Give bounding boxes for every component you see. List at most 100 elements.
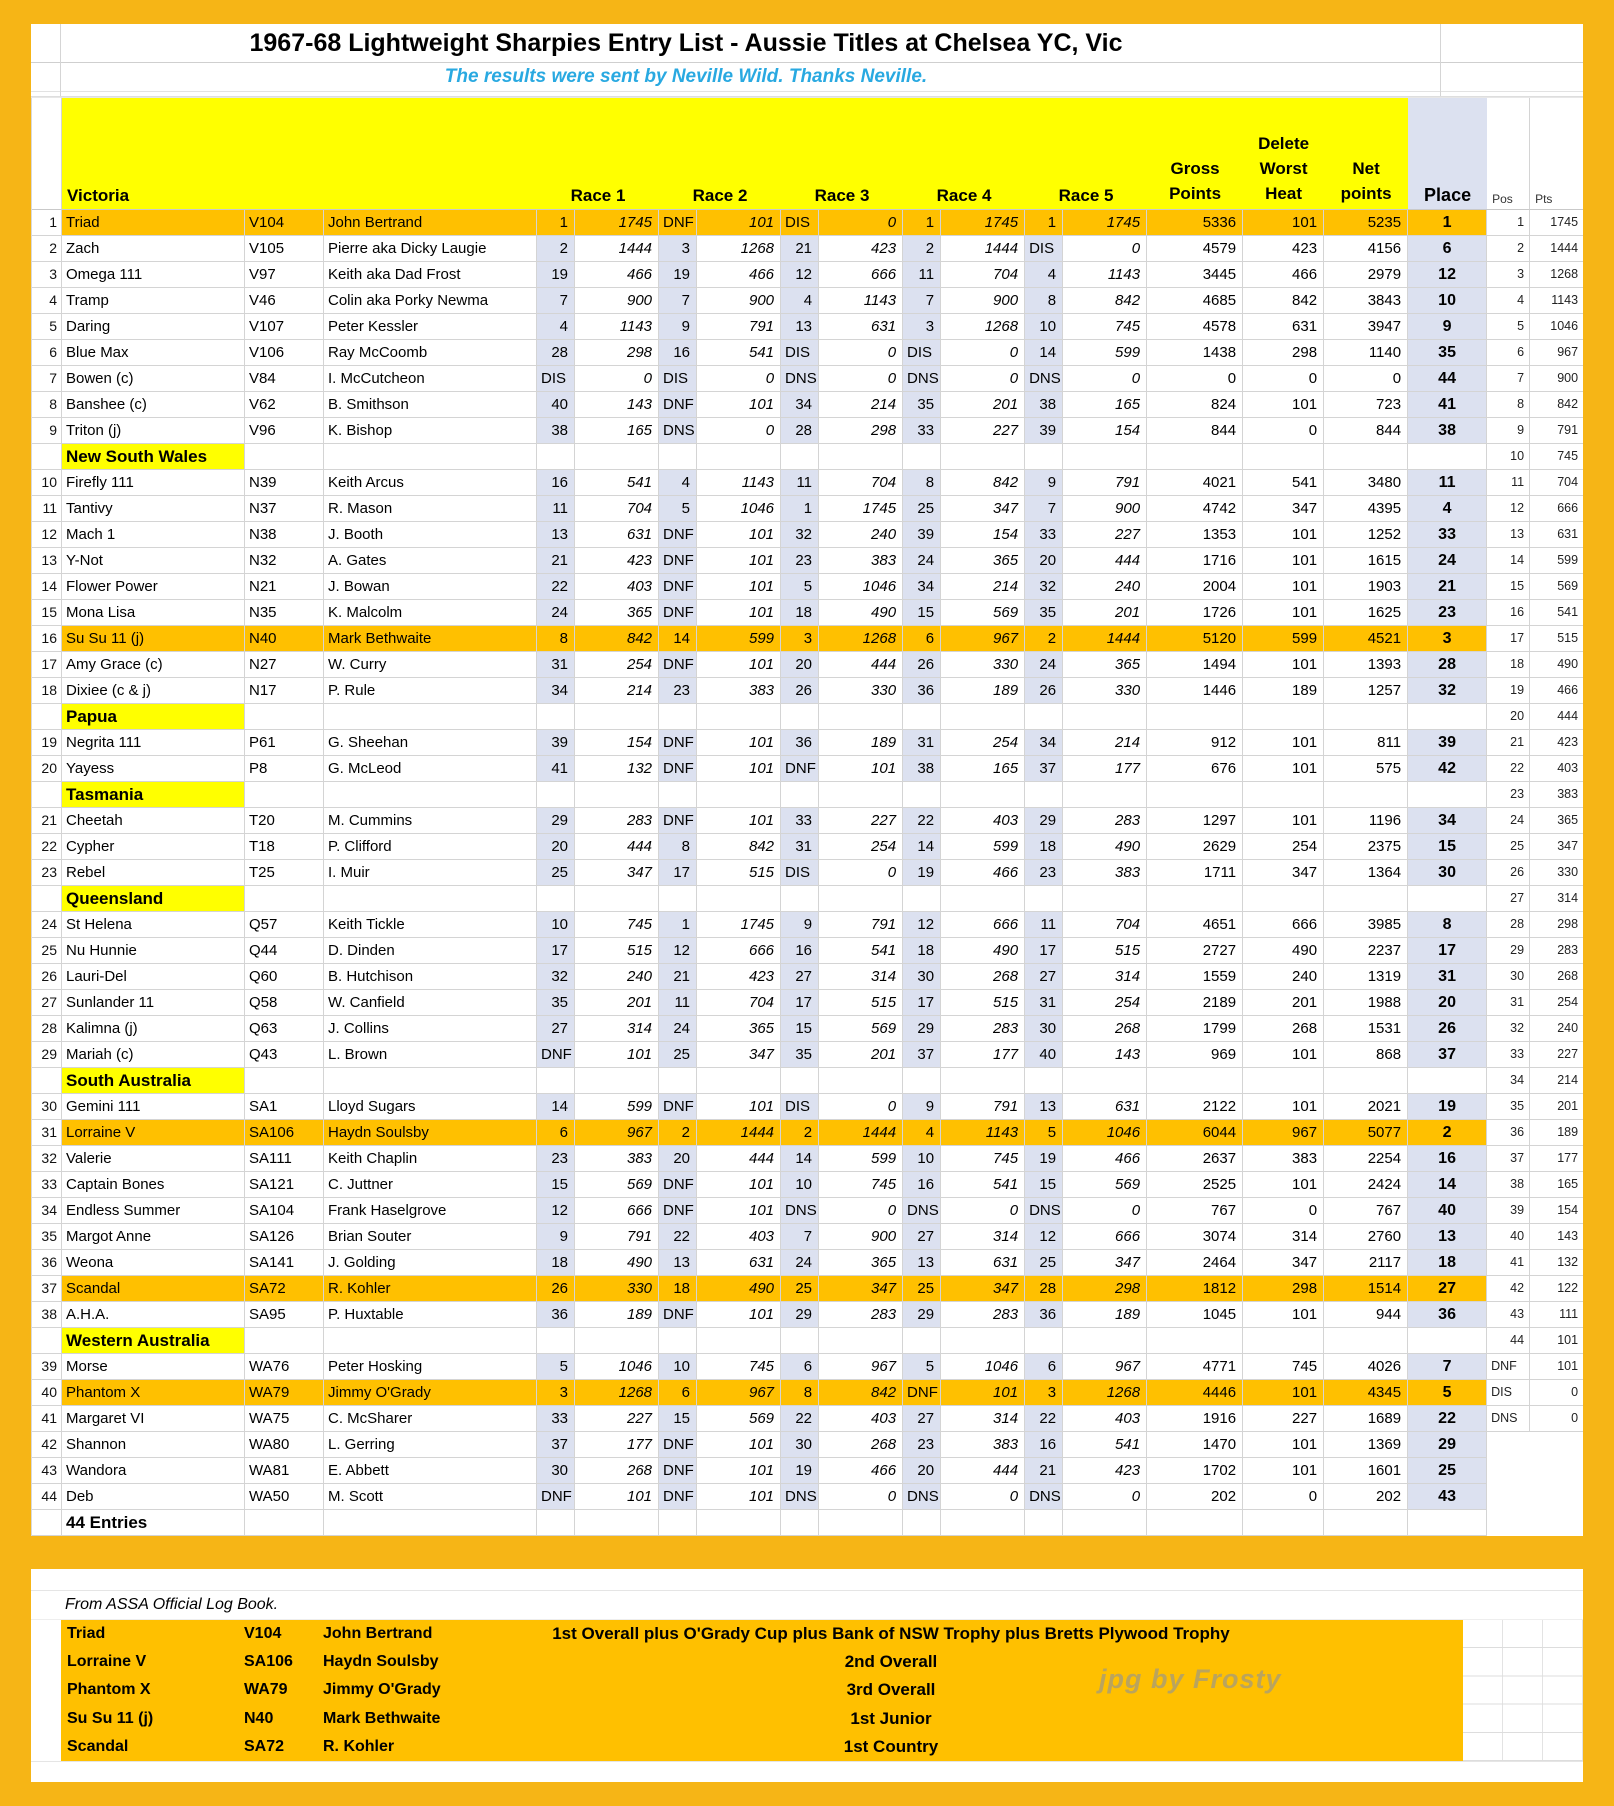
row-number-cell: 33	[32, 1172, 62, 1198]
pos-ref-cell: 31	[1487, 990, 1531, 1016]
race-place-cell: 8	[537, 626, 575, 652]
sail-number-cell	[245, 1068, 324, 1094]
race-points-cell: 791	[1063, 470, 1148, 496]
skipper-cell: M. Cummins	[324, 808, 537, 834]
header-pts: Pts	[1530, 97, 1583, 210]
gross-points-cell: 2727	[1147, 938, 1244, 964]
section-row: Tasmania 23 383	[32, 782, 1583, 808]
skipper-cell	[324, 444, 537, 470]
boat-row: 27 Sunlander 11 Q58 W. Canfield 35 201 11 704 17…	[32, 990, 1583, 1016]
pos-ref-cell: 3	[1487, 262, 1531, 288]
race-points-cell: 704	[1063, 912, 1148, 938]
race-place-cell	[1025, 1068, 1064, 1094]
row-number-cell	[32, 782, 62, 808]
race-points-cell: 214	[575, 678, 660, 704]
race-place-cell: DNF	[659, 548, 698, 574]
net-points-cell: 1196	[1324, 808, 1409, 834]
race-points-cell: 0	[819, 340, 904, 366]
race-points-cell: 143	[1063, 1042, 1148, 1068]
sail-number-cell	[245, 886, 324, 912]
race-points-cell: 403	[1063, 1406, 1148, 1432]
row-number-cell: 4	[32, 288, 62, 314]
worst-heat-cell: 240	[1243, 964, 1325, 990]
race-points-cell	[819, 1328, 904, 1354]
race-points-cell: 842	[819, 1380, 904, 1406]
gross-points-cell	[1147, 782, 1244, 808]
race-points-cell: 201	[575, 990, 660, 1016]
race-place-cell: 25	[659, 1042, 698, 1068]
grid-cells	[1463, 1620, 1583, 1761]
race-points-cell: 490	[941, 938, 1026, 964]
empty-cell	[1530, 1484, 1583, 1510]
row-number-cell: 29	[32, 1042, 62, 1068]
place-cell: 15	[1408, 834, 1488, 860]
race-place-cell	[537, 704, 575, 730]
pts-ref-cell: 314	[1530, 886, 1583, 912]
net-points-cell: 1514	[1324, 1276, 1409, 1302]
race-place-cell: DNS	[781, 366, 820, 392]
pts-ref-cell: 143	[1530, 1224, 1583, 1250]
race-points-cell	[697, 782, 782, 808]
race-place-cell: 2	[903, 236, 942, 262]
race-points-cell: 177	[575, 1432, 660, 1458]
skipper-cell	[324, 1328, 537, 1354]
race-place-cell: 34	[781, 392, 820, 418]
race-place-cell: 37	[1025, 756, 1064, 782]
pts-ref-cell: 599	[1530, 548, 1583, 574]
race-place-cell: 10	[1025, 314, 1064, 340]
pts-ref-cell: 298	[1530, 912, 1583, 938]
skipper-cell: Peter Kessler	[324, 314, 537, 340]
race-points-cell: 165	[575, 418, 660, 444]
place-cell	[1408, 444, 1488, 470]
net-points-cell: 1140	[1324, 340, 1409, 366]
race-place-cell: 25	[903, 496, 942, 522]
worst-heat-cell: 101	[1243, 548, 1325, 574]
race-points-cell: 0	[1063, 1484, 1148, 1510]
race-points-cell: 0	[575, 366, 660, 392]
boat-name-cell: Daring	[62, 314, 245, 340]
pos-ref-cell: 1	[1487, 210, 1531, 236]
net-points-cell: 2760	[1324, 1224, 1409, 1250]
header-spacer	[324, 97, 537, 210]
summary-boat-name: Scandal	[67, 1737, 129, 1755]
row-number-cell: 16	[32, 626, 62, 652]
race-points-cell: 842	[1063, 288, 1148, 314]
skipper-cell: Keith aka Dad Frost	[324, 262, 537, 288]
boat-row: 13 Y-Not N32 A. Gates 21 423 DNF 101 23 383 24 365 2…	[32, 548, 1583, 574]
row-number-cell: 12	[32, 522, 62, 548]
race-place-cell: 7	[781, 1224, 820, 1250]
pos-ref-cell: 9	[1487, 418, 1531, 444]
gross-points-cell: 1559	[1147, 964, 1244, 990]
race-points-cell: 314	[941, 1224, 1026, 1250]
row-number-cell	[32, 1328, 62, 1354]
header-pos: Pos	[1487, 97, 1531, 210]
net-points-cell: 1903	[1324, 574, 1409, 600]
race-points-cell	[575, 782, 660, 808]
skipper-cell: Keith Tickle	[324, 912, 537, 938]
row-number-cell: 8	[32, 392, 62, 418]
race-place-cell	[537, 1328, 575, 1354]
race-place-cell: 3	[659, 236, 698, 262]
race-points-cell: 240	[819, 522, 904, 548]
race-place-cell: 13	[537, 522, 575, 548]
section-row: New South Wales 10 745	[32, 444, 1583, 470]
race-place-cell: 4	[537, 314, 575, 340]
section-row: Queensland 27 314	[32, 886, 1583, 912]
sail-number-cell	[245, 1328, 324, 1354]
boat-row: 15 Mona Lisa N35 K. Malcolm 24 365 DNF 101 18 490…	[32, 600, 1583, 626]
summary-sail-number: N40	[244, 1709, 274, 1727]
pos-ref-cell: 42	[1487, 1276, 1531, 1302]
race-place-cell	[537, 782, 575, 808]
worst-heat-cell: 666	[1243, 912, 1325, 938]
race-points-cell: 745	[697, 1354, 782, 1380]
race-points-cell: 0	[819, 366, 904, 392]
race-points-cell: 515	[697, 860, 782, 886]
race-place-cell: 11	[659, 990, 698, 1016]
skipper-cell: I. Muir	[324, 860, 537, 886]
spacer-row	[31, 1761, 1583, 1782]
race-place-cell: 29	[1025, 808, 1064, 834]
race-points-cell: 0	[697, 418, 782, 444]
race-points-cell	[575, 1068, 660, 1094]
race-points-cell: 101	[575, 1484, 660, 1510]
race-place-cell: DNF	[659, 1484, 698, 1510]
